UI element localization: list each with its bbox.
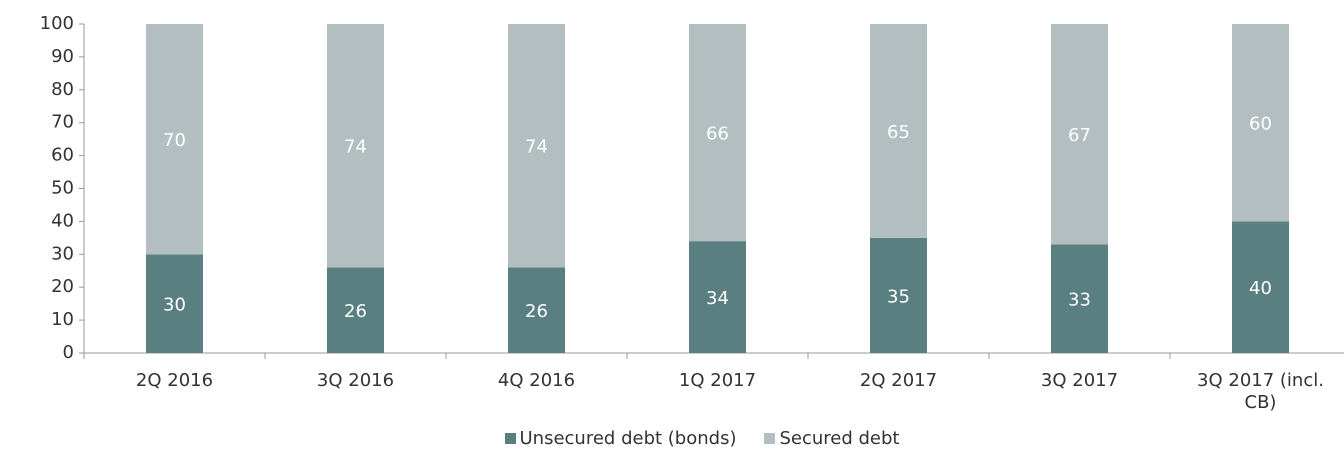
data-label: 26: [344, 301, 367, 322]
data-label: 65: [887, 122, 910, 143]
legend-item: Unsecured debt (bonds): [504, 428, 737, 449]
bar-segment: [327, 24, 384, 268]
legend-label: Secured debt: [779, 428, 900, 449]
y-tick-label: 10: [51, 309, 74, 330]
y-tick-label: 20: [51, 276, 74, 297]
bar-segment: [327, 267, 384, 353]
bar-segment: [1232, 221, 1289, 353]
bar-segment: [146, 24, 203, 255]
y-tick-label: 30: [51, 243, 74, 264]
x-tick-label: 3Q 2017: [1040, 370, 1119, 391]
data-label: 40: [1249, 278, 1272, 299]
x-tick-label: 1Q 2017: [678, 370, 757, 391]
data-label: 33: [1068, 290, 1091, 311]
data-label: 26: [525, 301, 548, 322]
data-label: 60: [1249, 114, 1272, 135]
legend-item: Secured debt: [764, 428, 899, 449]
bar-segment: [689, 24, 746, 242]
legend-swatch: [504, 433, 516, 444]
x-tick-label: 3Q 2017 (incl. CB): [1197, 370, 1324, 413]
legend-swatch: [764, 433, 776, 444]
bar-segment: [1051, 24, 1108, 245]
y-tick-label: 50: [51, 178, 74, 199]
y-tick-label: 100: [40, 13, 74, 34]
x-tick-label: 3Q 2016: [316, 370, 395, 391]
bar-segment: [1232, 24, 1289, 222]
bar-segment: [508, 24, 565, 268]
data-label: 70: [163, 130, 186, 151]
legend-label: Unsecured debt (bonds): [519, 428, 737, 449]
data-label: 30: [163, 295, 186, 316]
x-tick-label: 4Q 2016: [497, 370, 576, 391]
data-label: 34: [706, 288, 729, 309]
bar-segment: [689, 241, 746, 353]
bar-segment: [870, 24, 927, 238]
x-tick-label: 2Q 2017: [859, 370, 938, 391]
y-tick-label: 90: [51, 46, 74, 67]
bar-segment: [508, 267, 565, 353]
legend: Unsecured debt (bonds) Secured debt: [0, 428, 1344, 449]
data-label: 67: [1068, 125, 1091, 146]
data-label: 66: [706, 124, 729, 145]
data-label: 74: [525, 137, 548, 158]
y-tick-label: 0: [63, 342, 74, 363]
y-tick-label: 80: [51, 79, 74, 100]
bar-segment: [146, 254, 203, 353]
y-tick-label: 70: [51, 112, 74, 133]
data-label: 74: [344, 137, 367, 158]
data-label: 35: [887, 286, 910, 307]
y-tick-label: 60: [51, 145, 74, 166]
x-tick-label: 2Q 2016: [135, 370, 214, 391]
bar-segment: [1051, 244, 1108, 353]
bar-segment: [870, 237, 927, 353]
y-tick-label: 40: [51, 210, 74, 231]
